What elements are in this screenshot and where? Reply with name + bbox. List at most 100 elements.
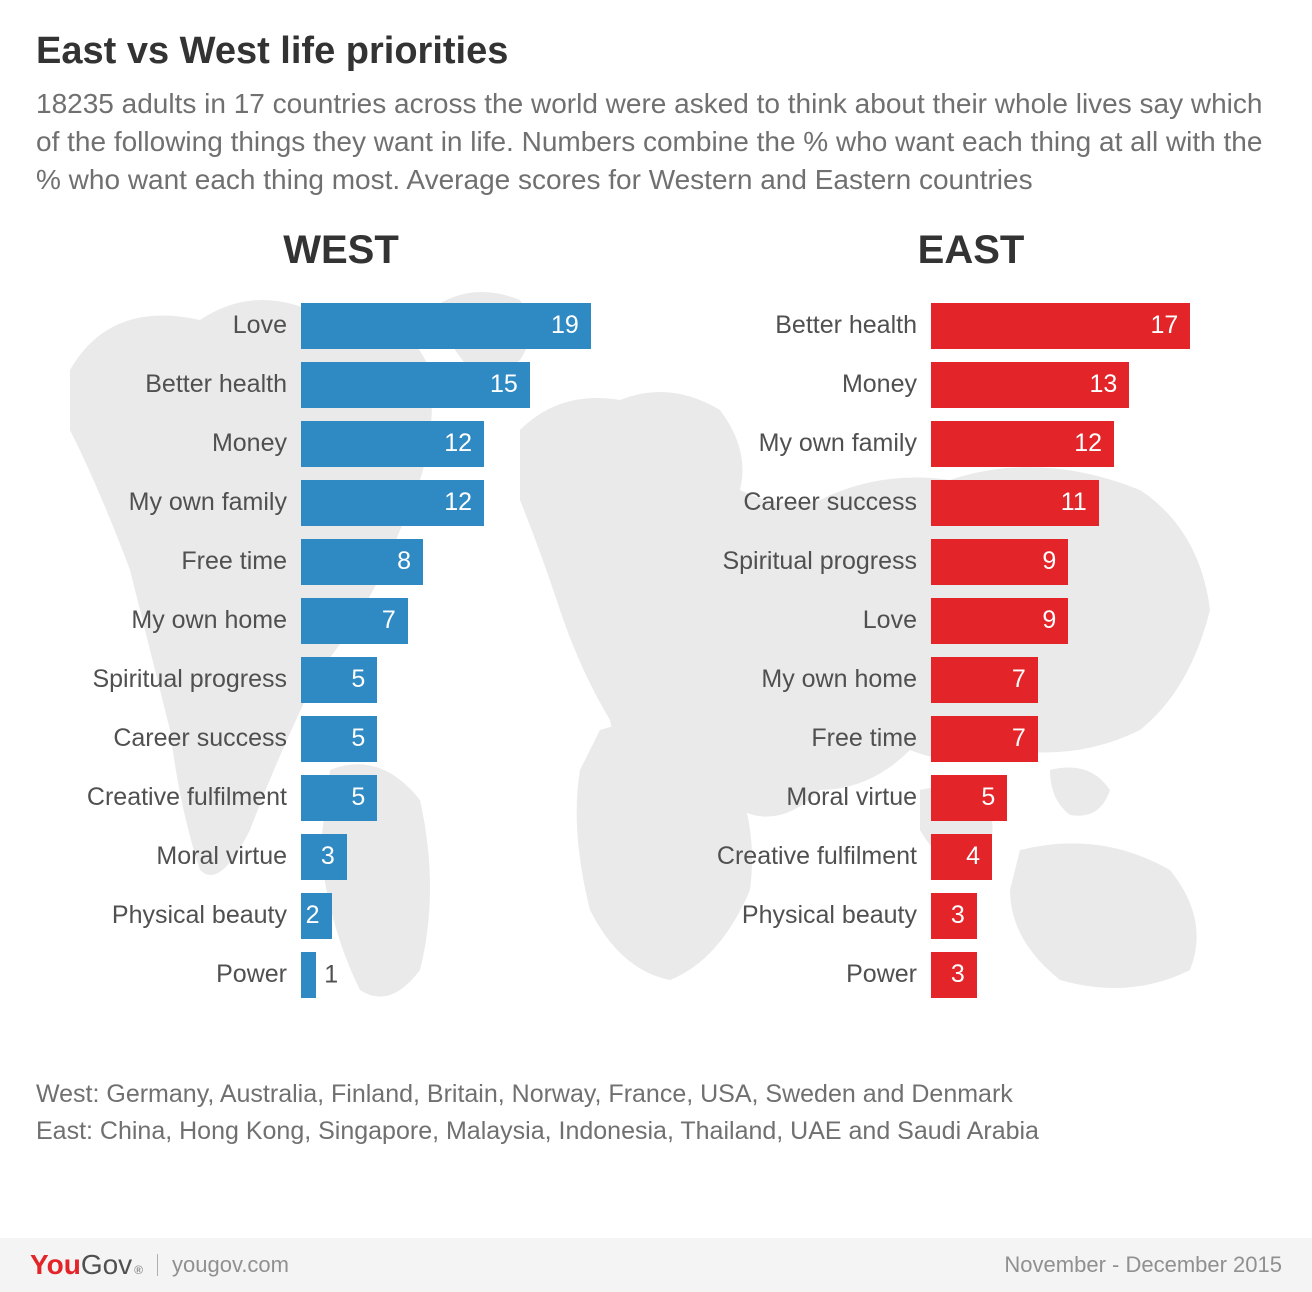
bar-value: 3 — [951, 901, 965, 930]
logo-gov: Gov — [81, 1249, 132, 1281]
west-heading: WEST — [61, 228, 621, 273]
logo-separator — [157, 1254, 158, 1276]
bar-row: Power3 — [691, 947, 1251, 1002]
bar-value: 9 — [1042, 606, 1056, 635]
bar: 2 — [301, 893, 332, 939]
bar-track: 15 — [301, 362, 621, 408]
bar-row: My own family 12 — [61, 475, 621, 530]
bar-label: Better health — [61, 370, 301, 399]
bar: 12 — [301, 421, 484, 467]
bar-label: My own family — [61, 488, 301, 517]
bar-track: 7 — [931, 716, 1251, 762]
bar-row: Money13 — [691, 357, 1251, 412]
bar-value: 11 — [1061, 488, 1087, 517]
bar: 1 — [301, 952, 316, 998]
bar-row: Love 9 — [691, 593, 1251, 648]
bar-row: Creative fulfilment5 — [61, 770, 621, 825]
bar-track: 7 — [301, 598, 621, 644]
bar-track: 3 — [931, 893, 1251, 939]
bar-label: Money — [61, 429, 301, 458]
bar: 5 — [931, 775, 1007, 821]
footer-notes: West: Germany, Australia, Finland, Brita… — [36, 1076, 1276, 1149]
bottom-bar: YouGov® yougov.com November - December 2… — [0, 1238, 1312, 1292]
bar-value: 4 — [966, 842, 980, 871]
bar-track: 5 — [931, 775, 1251, 821]
bar: 12 — [931, 421, 1114, 467]
bar-row: Physical beauty 3 — [691, 888, 1251, 943]
bar-label: My own home — [691, 665, 931, 694]
bar: 3 — [931, 952, 977, 998]
yougov-logo: YouGov® — [30, 1249, 143, 1281]
bar-label: Moral virtue — [61, 842, 301, 871]
bar-track: 13 — [931, 362, 1251, 408]
bar: 17 — [931, 303, 1190, 349]
bar-row: Love 19 — [61, 298, 621, 353]
chart-title: East vs West life priorities — [36, 30, 1276, 73]
bar-label: Free time — [61, 547, 301, 576]
bar: 7 — [931, 716, 1038, 762]
bar-track: 7 — [931, 657, 1251, 703]
bar-track: 3 — [931, 952, 1251, 998]
east-chart: EAST Better health17Money13My own family… — [691, 228, 1251, 1006]
bar-label: Creative fulfilment — [61, 783, 301, 812]
bar-row: Spiritual progress9 — [691, 534, 1251, 589]
bar-value: 19 — [551, 311, 579, 340]
bar-row: My own family12 — [691, 416, 1251, 471]
bar: 5 — [301, 775, 377, 821]
bar: 8 — [301, 539, 423, 585]
bar-row: Physical beauty2 — [61, 888, 621, 943]
bar-label: Love — [691, 606, 931, 635]
bar-label: Physical beauty — [691, 901, 931, 930]
bar-track: 4 — [931, 834, 1251, 880]
bar-row: Money 12 — [61, 416, 621, 471]
bar-track: 2 — [301, 893, 621, 939]
bar-value: 7 — [1012, 724, 1026, 753]
bar-row: Spiritual progress5 — [61, 652, 621, 707]
bar-track: 9 — [931, 539, 1251, 585]
bar-label: Money — [691, 370, 931, 399]
bar-value: 3 — [951, 960, 965, 989]
bar-value: 15 — [490, 370, 518, 399]
bar-label: Better health — [691, 311, 931, 340]
bar-track: 11 — [931, 480, 1251, 526]
bar-track: 9 — [931, 598, 1251, 644]
bar-track: 19 — [301, 303, 621, 349]
bar-label: Free time — [691, 724, 931, 753]
bar: 7 — [301, 598, 408, 644]
bar-track: 1 — [301, 952, 621, 998]
chart-subtitle: 18235 adults in 17 countries across the … — [36, 85, 1276, 198]
bar-row: Better health17 — [691, 298, 1251, 353]
bar: 7 — [931, 657, 1038, 703]
bar-value: 9 — [1042, 547, 1056, 576]
bar: 9 — [931, 598, 1068, 644]
bar: 5 — [301, 716, 377, 762]
bar-value: 5 — [981, 783, 995, 812]
logo-url: yougov.com — [172, 1252, 289, 1278]
bar-row: Career success 11 — [691, 475, 1251, 530]
west-bars: Love19Better health15Money12My own famil… — [61, 298, 621, 1002]
bar-label: My own family — [691, 429, 931, 458]
bar: 19 — [301, 303, 591, 349]
bar-track: 5 — [301, 716, 621, 762]
bar-row: Creative fulfilment4 — [691, 829, 1251, 884]
bar-track: 12 — [301, 421, 621, 467]
bar-value: 12 — [444, 429, 472, 458]
bar: 15 — [301, 362, 530, 408]
bar-value: 7 — [1012, 665, 1026, 694]
bar-row: Free time8 — [61, 534, 621, 589]
bar-track: 5 — [301, 657, 621, 703]
bar-value: 1 — [316, 960, 338, 989]
bar-label: Career success — [691, 488, 931, 517]
bar-track: 12 — [931, 421, 1251, 467]
bar-value: 12 — [444, 488, 472, 517]
bar-value: 2 — [306, 901, 320, 930]
bar-track: 5 — [301, 775, 621, 821]
east-heading: EAST — [691, 228, 1251, 273]
bar-row: Better health 15 — [61, 357, 621, 412]
bar-label: Career success — [61, 724, 301, 753]
bar-label: Physical beauty — [61, 901, 301, 930]
bar-label: Love — [61, 311, 301, 340]
bar-row: My own home7 — [61, 593, 621, 648]
bar: 12 — [301, 480, 484, 526]
bar-row: Moral virtue5 — [691, 770, 1251, 825]
